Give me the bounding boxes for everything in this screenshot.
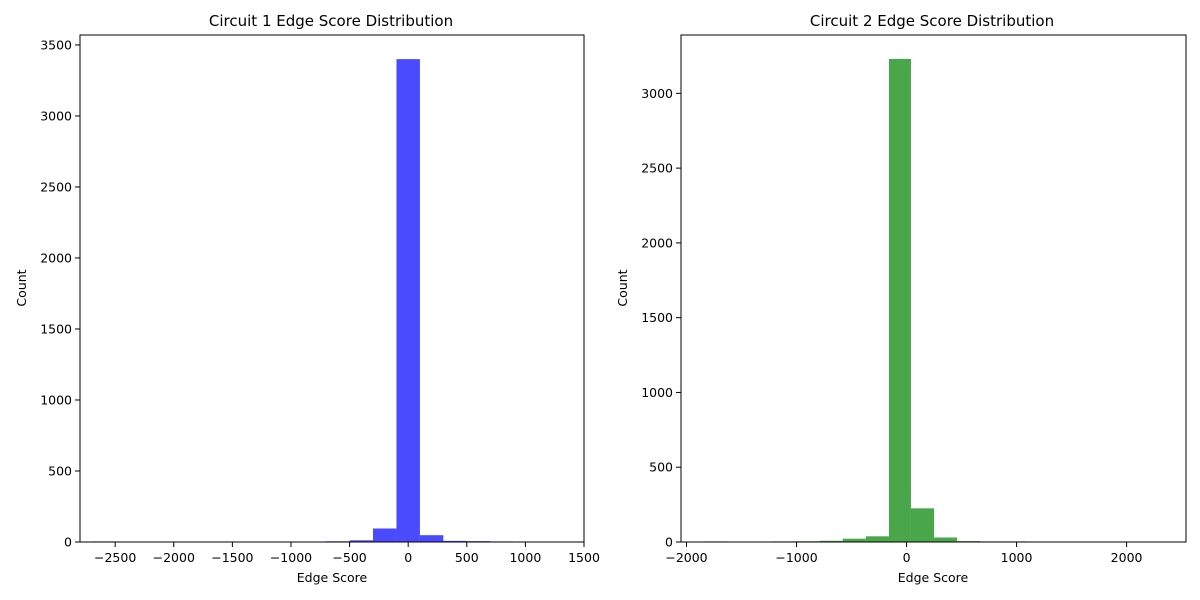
y-tick-label-6: 3000	[641, 86, 673, 101]
histogram-bars	[91, 59, 561, 542]
x-axis-label: Edge Score	[898, 570, 969, 585]
y-tick-label-5: 2500	[40, 179, 72, 194]
histogram-bar-4	[373, 528, 397, 542]
x-tick-label-7: 1000	[509, 550, 541, 565]
x-tick-label-2: 0	[903, 550, 911, 565]
x-tick-label-0: −2000	[665, 550, 707, 565]
y-tick-label-3: 1500	[40, 321, 72, 336]
chart-circuit-2: Circuit 2 Edge Score Distribution −2000−…	[615, 12, 1187, 585]
histogram-bar-5	[396, 59, 420, 542]
axis-ticks: −2500 −2000 −1500 −1000 −500 0 500 1000 1500 0 500…	[40, 37, 600, 565]
y-tick-label-4: 2000	[641, 235, 673, 250]
x-tick-label-8: 1500	[568, 550, 600, 565]
histogram-bar-3	[349, 540, 374, 542]
y-axis-label: Count	[14, 269, 29, 306]
y-tick-label-1: 500	[48, 463, 72, 478]
x-tick-label-6: 500	[455, 550, 479, 565]
chart-circuit-1: Circuit 1 Edge Score Distribution −2500−…	[14, 12, 600, 585]
x-tick-label-1: −1000	[775, 550, 817, 565]
histogram-bar-5	[842, 538, 866, 542]
histogram-bar-6	[419, 535, 444, 542]
x-tick-label-2: −1500	[211, 550, 253, 565]
histogram-bar-9	[934, 537, 958, 542]
x-tick-label-0: −2500	[94, 550, 136, 565]
y-tick-label-3: 1500	[641, 310, 673, 325]
x-tick-label-4: 2000	[1111, 550, 1143, 565]
x-axis-label: Edge Score	[297, 570, 368, 585]
x-tick-label-3: −1000	[270, 550, 312, 565]
chart-title: Circuit 1 Edge Score Distribution	[209, 12, 453, 30]
histogram-bar-7	[443, 540, 467, 542]
y-tick-label-0: 0	[665, 535, 673, 550]
x-tick-label-1: −2000	[153, 550, 195, 565]
y-tick-label-5: 2500	[641, 161, 673, 176]
y-tick-label-1: 500	[649, 460, 673, 475]
y-tick-label-7: 3500	[40, 37, 72, 52]
histogram-bar-6	[865, 536, 889, 542]
axis-ticks: −2000 −1000 0 1000 2000 0 500 1000 1500 2000 2500 3…	[641, 86, 1142, 565]
chart-title: Circuit 2 Edge Score Distribution	[810, 12, 1054, 30]
plot-frame	[680, 34, 1187, 543]
histogram-bar-8	[910, 508, 935, 542]
x-tick-label-3: 1000	[1001, 550, 1033, 565]
y-tick-label-4: 2000	[40, 250, 72, 265]
plot-frame	[79, 34, 585, 543]
histogram-bars	[704, 58, 1027, 543]
x-tick-label-4: −500	[332, 550, 366, 565]
histogram-bar-7	[888, 58, 911, 543]
y-tick-label-2: 1000	[641, 385, 673, 400]
y-axis-label: Count	[615, 269, 630, 306]
x-tick-label-5: 0	[404, 550, 412, 565]
y-tick-label-6: 3000	[40, 108, 72, 123]
y-tick-label-0: 0	[64, 535, 72, 550]
y-tick-label-2: 1000	[40, 392, 72, 407]
histogram-bar-4	[819, 540, 843, 542]
